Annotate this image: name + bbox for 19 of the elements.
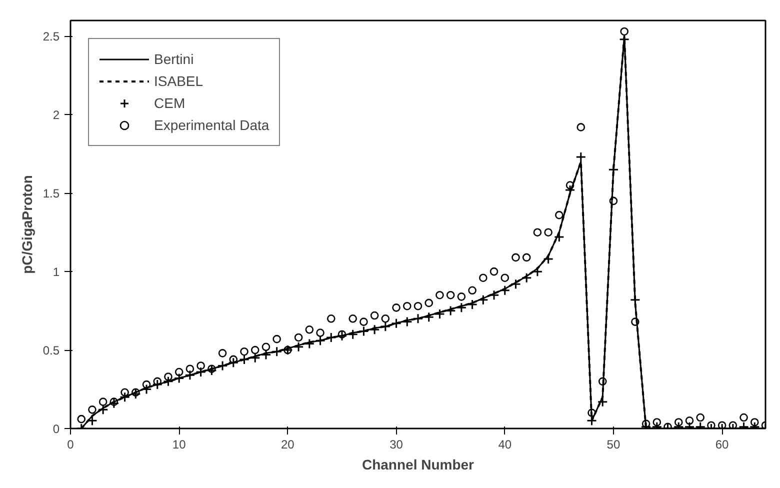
y-axis-title: pC/GigaProton xyxy=(18,175,35,274)
y-tick-label: 1 xyxy=(52,265,60,280)
x-tick-label: 0 xyxy=(67,438,74,452)
x-tick-label: 30 xyxy=(390,438,404,452)
y-tick-label: 1.5 xyxy=(42,186,60,201)
y-tick-label: 2 xyxy=(52,108,60,122)
y-tick-label: 0 xyxy=(52,422,60,436)
legend-label: CEM xyxy=(154,95,186,111)
x-axis-title: Channel Number xyxy=(362,456,475,472)
x-tick-label: 50 xyxy=(606,438,620,452)
x-tick-label: 40 xyxy=(498,438,512,452)
y-tick-label: 0.5 xyxy=(42,344,60,358)
x-tick-label: 10 xyxy=(172,438,186,452)
y-tick-label: 2.5 xyxy=(42,30,60,44)
legend-label: ISABEL xyxy=(154,73,204,89)
legend-label: Bertini xyxy=(154,51,194,67)
legend-label: Experimental Data xyxy=(154,117,270,133)
x-tick-label: 60 xyxy=(715,438,730,452)
x-tick-label: 20 xyxy=(281,438,295,452)
